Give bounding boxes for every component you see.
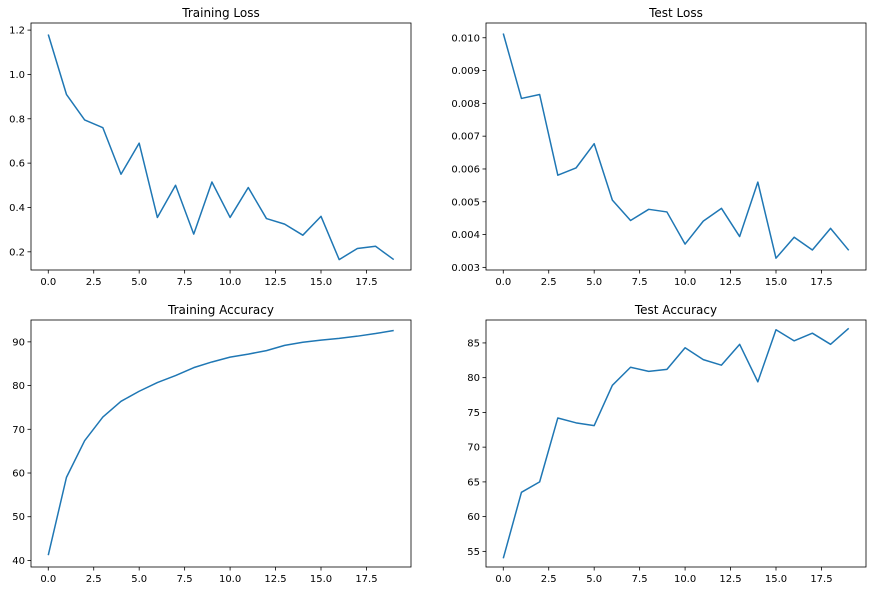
x-tick-label: 17.5 — [810, 574, 832, 585]
y-tick-label: 0.008 — [451, 99, 480, 110]
axes-frame — [485, 22, 867, 271]
y-tick-label: 55 — [467, 547, 480, 558]
x-tick-label: 0.0 — [495, 277, 511, 288]
x-tick-label: 0.0 — [40, 574, 56, 585]
series-line — [502, 327, 850, 559]
x-tick-label: 5.0 — [131, 277, 147, 288]
x-tick-label: 7.5 — [632, 277, 648, 288]
x-tick-label: 10.0 — [219, 277, 241, 288]
axes-frame — [30, 22, 412, 271]
x-tick-label: 2.5 — [541, 574, 557, 585]
x-tick-label: 17.5 — [810, 277, 832, 288]
y-tick-label: 1.0 — [9, 70, 25, 81]
y-tick-label: 0.003 — [451, 263, 480, 274]
y-tick-label: 1.2 — [9, 26, 25, 37]
x-tick-label: 2.5 — [86, 277, 102, 288]
x-tick-label: 2.5 — [541, 277, 557, 288]
training-loss-panel: Training Loss 0.0 2.5 5.0 7.5 10.0 12.5 15.0 17… — [9, 6, 412, 288]
x-tick-label: 5.0 — [586, 574, 602, 585]
y-tick-label: 40 — [12, 556, 25, 567]
y-tick-label: 75 — [467, 408, 480, 419]
y-tick-label: 70 — [467, 443, 480, 454]
x-tick-label: 7.5 — [177, 574, 193, 585]
x-tick-label: 7.5 — [177, 277, 193, 288]
x-tick-label: 2.5 — [86, 574, 102, 585]
y-tick-label: 0.006 — [451, 164, 480, 175]
x-tick-label: 12.5 — [719, 277, 741, 288]
x-tick-label: 0.0 — [40, 277, 56, 288]
y-tick-label: 0.005 — [451, 197, 480, 208]
x-tick-label: 10.0 — [674, 574, 696, 585]
x-tick-label: 15.0 — [310, 574, 332, 585]
y-tick-label: 0.4 — [9, 203, 25, 214]
panel-title: Training Accuracy — [167, 303, 274, 317]
y-tick-label: 0.6 — [9, 159, 25, 170]
x-tick-label: 12.5 — [264, 574, 286, 585]
series-line — [47, 34, 395, 261]
y-tick-label: 90 — [12, 337, 25, 348]
x-tick-label: 12.5 — [719, 574, 741, 585]
y-tick-label: 0.010 — [451, 33, 480, 44]
y-tick-label: 60 — [467, 512, 480, 523]
x-tick-label: 17.5 — [355, 277, 377, 288]
x-tick-label: 5.0 — [586, 277, 602, 288]
y-tick-label: 70 — [12, 425, 25, 436]
test-accuracy-panel: Test Accuracy 0.0 2.5 5.0 7.5 10.0 12.5 15.0 17… — [467, 303, 867, 585]
y-tick-label: 80 — [12, 381, 25, 392]
training-accuracy-panel: Training Accuracy 0.0 2.5 5.0 7.5 10.0 12.5 15… — [12, 303, 412, 585]
y-tick-label: 65 — [467, 477, 480, 488]
x-tick-label: 12.5 — [264, 277, 286, 288]
panel-title: Test Accuracy — [634, 303, 717, 317]
x-tick-label: 15.0 — [310, 277, 332, 288]
panel-title: Training Loss — [181, 6, 259, 20]
y-tick-label: 80 — [467, 373, 480, 384]
x-tick-label: 10.0 — [219, 574, 241, 585]
y-tick-label: 0.007 — [451, 132, 480, 143]
x-tick-label: 15.0 — [765, 277, 787, 288]
axes-frame — [30, 319, 412, 568]
series-line — [47, 329, 394, 556]
y-tick-label: 0.004 — [451, 230, 480, 241]
y-tick-label: 50 — [12, 512, 25, 523]
x-tick-label: 5.0 — [131, 574, 147, 585]
test-loss-panel: Test Loss 0.0 2.5 5.0 7.5 10.0 12.5 15.0 17.5 0.… — [451, 6, 867, 288]
y-tick-label: 0.8 — [9, 114, 25, 125]
y-tick-label: 85 — [467, 338, 480, 349]
x-tick-label: 0.0 — [495, 574, 511, 585]
x-tick-label: 17.5 — [355, 574, 377, 585]
x-tick-label: 15.0 — [765, 574, 787, 585]
y-tick-label: 60 — [12, 469, 25, 480]
panel-title: Test Loss — [648, 6, 703, 20]
y-tick-label: 0.2 — [9, 247, 25, 258]
series-line — [502, 33, 850, 259]
y-tick-label: 0.009 — [451, 66, 480, 77]
axes-frame — [485, 319, 867, 568]
x-tick-label: 7.5 — [632, 574, 648, 585]
x-tick-label: 10.0 — [674, 277, 696, 288]
